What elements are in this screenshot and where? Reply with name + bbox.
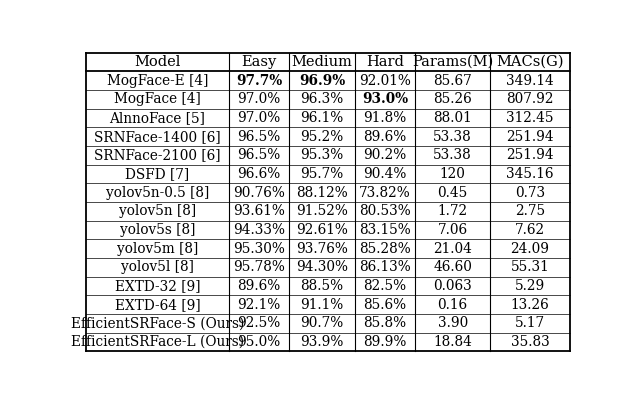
Text: yolov5l [8]: yolov5l [8] <box>121 260 194 274</box>
Text: 95.30%: 95.30% <box>233 242 285 256</box>
Text: 5.29: 5.29 <box>515 279 545 293</box>
Text: 97.0%: 97.0% <box>237 92 281 106</box>
Text: 0.73: 0.73 <box>515 186 545 200</box>
Text: 85.6%: 85.6% <box>364 298 406 312</box>
Text: 95.2%: 95.2% <box>300 130 344 144</box>
Text: 807.92: 807.92 <box>506 92 554 106</box>
Text: 97.7%: 97.7% <box>236 74 282 88</box>
Text: EXTD-64 [9]: EXTD-64 [9] <box>115 298 200 312</box>
Text: 85.26: 85.26 <box>433 92 472 106</box>
Text: 1.72: 1.72 <box>438 204 468 218</box>
Text: EfficientSRFace-S (Ours): EfficientSRFace-S (Ours) <box>70 316 244 330</box>
Text: Params(M): Params(M) <box>412 55 493 69</box>
Text: 120: 120 <box>440 167 465 181</box>
Text: 95.0%: 95.0% <box>237 335 281 349</box>
Text: 92.01%: 92.01% <box>359 74 411 88</box>
Text: 13.26: 13.26 <box>511 298 550 312</box>
Text: 85.8%: 85.8% <box>364 316 406 330</box>
Text: 85.28%: 85.28% <box>359 242 411 256</box>
Text: 35.83: 35.83 <box>511 335 550 349</box>
Text: yolov5s [8]: yolov5s [8] <box>120 223 195 237</box>
Text: 90.7%: 90.7% <box>300 316 344 330</box>
Text: 96.5%: 96.5% <box>237 148 281 162</box>
Text: 85.67: 85.67 <box>433 74 472 88</box>
Text: MACs(G): MACs(G) <box>497 55 564 69</box>
Text: Easy: Easy <box>241 55 276 69</box>
Text: 312.45: 312.45 <box>506 111 554 125</box>
Text: SRNFace-1400 [6]: SRNFace-1400 [6] <box>94 130 221 144</box>
Text: 86.13%: 86.13% <box>359 260 411 274</box>
Text: 95.78%: 95.78% <box>233 260 285 274</box>
Text: Model: Model <box>134 55 180 69</box>
Text: 251.94: 251.94 <box>506 148 554 162</box>
Text: 93.0%: 93.0% <box>362 92 408 106</box>
Text: 88.01: 88.01 <box>433 111 472 125</box>
Text: EXTD-32 [9]: EXTD-32 [9] <box>115 279 200 293</box>
Text: 96.5%: 96.5% <box>237 130 281 144</box>
Text: 0.16: 0.16 <box>438 298 468 312</box>
Text: 55.31: 55.31 <box>511 260 550 274</box>
Text: 89.9%: 89.9% <box>363 335 406 349</box>
Text: 93.61%: 93.61% <box>233 204 285 218</box>
Text: 7.06: 7.06 <box>438 223 468 237</box>
Text: 94.33%: 94.33% <box>233 223 285 237</box>
Text: 24.09: 24.09 <box>511 242 550 256</box>
Text: 92.61%: 92.61% <box>296 223 348 237</box>
Text: 83.15%: 83.15% <box>359 223 411 237</box>
Text: yolov5m [8]: yolov5m [8] <box>116 242 198 256</box>
Text: 3.90: 3.90 <box>438 316 468 330</box>
Text: MogFace [4]: MogFace [4] <box>114 92 201 106</box>
Text: 82.5%: 82.5% <box>364 279 406 293</box>
Text: 93.9%: 93.9% <box>300 335 344 349</box>
Text: 96.9%: 96.9% <box>299 74 345 88</box>
Text: 91.8%: 91.8% <box>364 111 406 125</box>
Text: 89.6%: 89.6% <box>237 279 281 293</box>
Text: 53.38: 53.38 <box>433 130 472 144</box>
Text: 251.94: 251.94 <box>506 130 554 144</box>
Text: 96.6%: 96.6% <box>237 167 281 181</box>
Text: 349.14: 349.14 <box>506 74 554 88</box>
Text: 7.62: 7.62 <box>515 223 545 237</box>
Text: 80.53%: 80.53% <box>359 204 411 218</box>
Text: 91.1%: 91.1% <box>300 298 344 312</box>
Text: 94.30%: 94.30% <box>296 260 348 274</box>
Text: 89.6%: 89.6% <box>364 130 406 144</box>
Text: yolov5n [8]: yolov5n [8] <box>119 204 196 218</box>
Text: 0.063: 0.063 <box>433 279 472 293</box>
Text: 90.4%: 90.4% <box>363 167 406 181</box>
Text: 90.2%: 90.2% <box>364 148 406 162</box>
Text: Medium: Medium <box>291 55 353 69</box>
Text: EfficientSRFace-L (Ours): EfficientSRFace-L (Ours) <box>71 335 244 349</box>
Text: yolov5n-0.5 [8]: yolov5n-0.5 [8] <box>106 186 209 200</box>
Text: 95.3%: 95.3% <box>300 148 344 162</box>
Text: 73.82%: 73.82% <box>359 186 411 200</box>
Text: 18.84: 18.84 <box>433 335 472 349</box>
Text: 95.7%: 95.7% <box>300 167 344 181</box>
Text: 345.16: 345.16 <box>506 167 554 181</box>
Text: 2.75: 2.75 <box>515 204 545 218</box>
Text: 90.76%: 90.76% <box>233 186 285 200</box>
Text: AlnnoFace [5]: AlnnoFace [5] <box>109 111 205 125</box>
Text: MogFace-E [4]: MogFace-E [4] <box>107 74 208 88</box>
Text: 88.5%: 88.5% <box>300 279 344 293</box>
Text: 96.1%: 96.1% <box>300 111 344 125</box>
Text: 5.17: 5.17 <box>515 316 545 330</box>
Text: 21.04: 21.04 <box>433 242 472 256</box>
Text: 93.76%: 93.76% <box>296 242 348 256</box>
Text: 91.52%: 91.52% <box>296 204 348 218</box>
Text: 92.1%: 92.1% <box>237 298 281 312</box>
Text: SRNFace-2100 [6]: SRNFace-2100 [6] <box>94 148 221 162</box>
Text: 0.45: 0.45 <box>438 186 468 200</box>
Text: Hard: Hard <box>366 55 404 69</box>
Text: 88.12%: 88.12% <box>296 186 348 200</box>
Text: DSFD [7]: DSFD [7] <box>125 167 189 181</box>
Text: 53.38: 53.38 <box>433 148 472 162</box>
Text: 46.60: 46.60 <box>433 260 472 274</box>
Text: 96.3%: 96.3% <box>300 92 344 106</box>
Text: 92.5%: 92.5% <box>237 316 281 330</box>
Text: 97.0%: 97.0% <box>237 111 281 125</box>
